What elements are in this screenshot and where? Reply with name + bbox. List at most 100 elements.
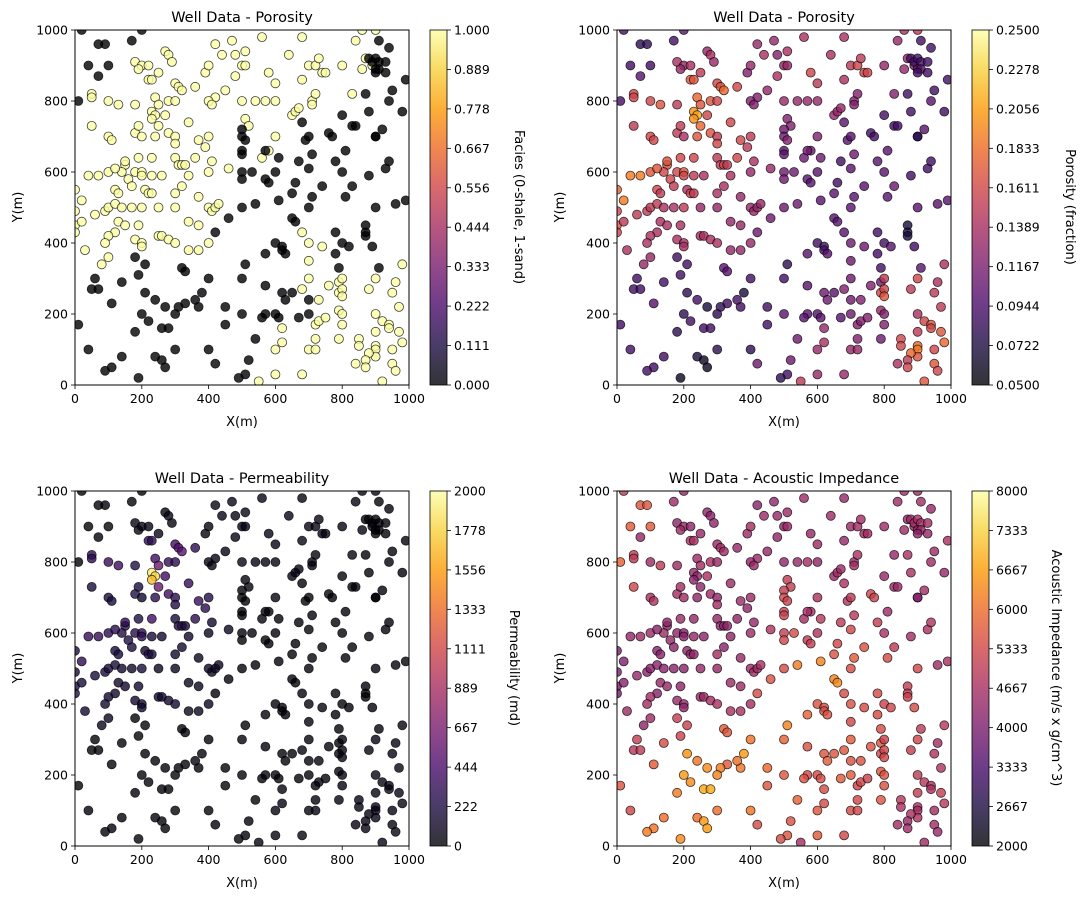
data-point [745,628,756,638]
data-point [303,131,314,142]
data-point [140,748,151,759]
data-point [872,709,883,720]
data-point [745,60,756,71]
data-point [133,582,144,592]
data-point [190,613,201,624]
data-point [203,238,214,248]
data-point [146,113,157,124]
data-point [675,613,686,624]
data-point [678,241,689,252]
data-point [919,376,930,385]
data-point [384,323,394,334]
data-point [929,344,940,355]
data-point [237,610,247,621]
data-point [290,638,301,649]
data-point [240,596,251,606]
data-point [370,528,381,539]
data-point [160,110,171,121]
data-point [93,745,104,755]
data-point [926,156,936,167]
data-point [303,163,314,174]
data-point [337,110,348,121]
data-point [812,557,823,567]
data-point [190,152,201,163]
data-point [732,294,743,305]
data-point [762,301,773,312]
data-point [742,142,753,153]
data-point [682,720,692,731]
data-point [353,802,364,812]
y-tick-label: 200 [586,307,610,322]
data-point [617,645,622,656]
data-point [220,319,231,330]
data-point [277,323,288,334]
data-point [819,784,829,795]
data-point [675,525,686,535]
data-point [143,521,154,532]
data-point [96,259,107,270]
data-point [902,89,913,99]
data-point [397,106,408,117]
data-point [303,202,314,213]
data-point [852,89,863,99]
data-point [310,805,321,816]
data-point [394,787,404,798]
data-point [310,344,321,355]
data-point [692,131,703,142]
data-point [394,301,404,312]
data-point [363,284,374,295]
colorbar-tick-label: 0.889 [454,62,490,77]
data-point [390,738,401,748]
data-point [675,681,686,692]
data-point [183,245,194,256]
data-point [240,135,251,146]
data-point [892,121,903,131]
data-point [190,755,201,766]
data-point [293,773,304,784]
data-point [635,532,646,542]
data-point [283,49,294,60]
data-point [237,557,247,567]
data-point [749,156,759,167]
data-point [203,60,214,71]
data-point [782,596,793,606]
data-point [307,560,318,571]
data-point [752,358,763,369]
data-point [176,546,187,557]
data-point [146,613,157,624]
data-point [146,535,157,546]
data-point [203,734,214,745]
data-point [859,241,870,252]
data-point [76,216,87,227]
data-point [845,663,856,674]
y-tick-label: 0 [60,839,68,854]
data-point [237,663,247,674]
data-point [183,677,194,688]
data-point [849,191,859,202]
data-point [270,539,281,550]
data-point [879,571,890,582]
data-point [926,323,936,334]
data-point [782,46,793,57]
data-point [876,262,886,273]
data-point [902,362,913,373]
data-point [638,259,649,270]
data-point [384,784,394,795]
data-point [103,521,114,532]
data-point [805,177,816,188]
data-point [688,574,699,585]
data-point [310,333,321,344]
y-tick-label: 800 [586,94,610,109]
data-point [789,628,799,638]
data-point [812,592,823,603]
data-point [116,277,127,288]
data-point [792,198,803,209]
data-point [203,131,214,142]
data-point [822,248,833,259]
x-tick-label: 800 [330,852,354,867]
data-point [126,181,137,192]
data-point [273,656,284,667]
data-point [765,674,776,684]
colorbar-tick-label: 2000 [996,839,1028,854]
data-point [76,491,87,496]
